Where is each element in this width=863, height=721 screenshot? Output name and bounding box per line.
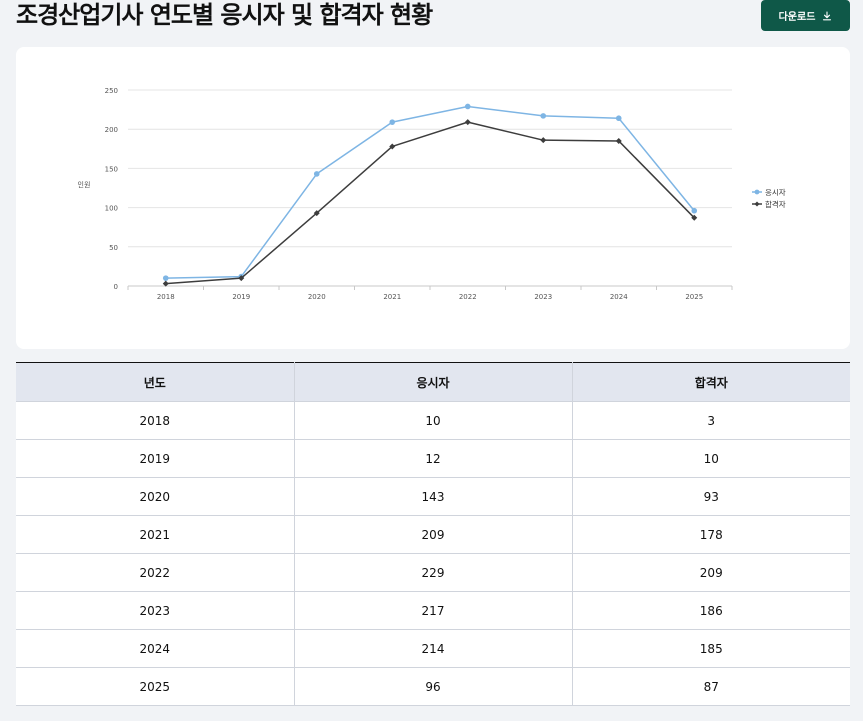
table-cell: 2018 (16, 401, 295, 440)
table-row: 2019 12 10 (16, 439, 850, 478)
x-tick-label: 2018 (157, 293, 175, 301)
data-point (691, 214, 698, 221)
table-cell: 12 (294, 439, 573, 478)
x-tick-label: 2021 (383, 293, 401, 301)
table-header-row: 년도 응시자 합격자 (16, 362, 850, 402)
x-tick-label: 2023 (534, 293, 552, 301)
table-cell: 2022 (16, 553, 295, 592)
table-cell: 87 (572, 667, 850, 706)
download-icon (823, 10, 832, 20)
y-axis-label: 인원 (78, 180, 91, 189)
data-point (389, 143, 396, 150)
table-cell: 3 (572, 401, 850, 440)
data-point (464, 119, 471, 126)
data-point (615, 137, 622, 144)
table-header-cell: 합격자 (572, 362, 850, 402)
table-cell: 10 (572, 439, 850, 478)
y-tick-label: 100 (105, 205, 118, 213)
table-header-cell: 년도 (16, 362, 295, 402)
x-tick-label: 2019 (232, 293, 250, 301)
x-tick-label: 2020 (308, 293, 326, 301)
y-tick-label: 150 (105, 165, 118, 173)
page-title: 조경산업기사 연도별 응시자 및 합격자 현황 (16, 1, 433, 29)
data-point (162, 280, 169, 287)
data-point (540, 113, 547, 119)
legend-marker (754, 201, 760, 207)
table-row: 2021 209 178 (16, 515, 850, 554)
series-line (165, 121, 695, 285)
y-tick-label: 250 (105, 87, 118, 95)
data-point (238, 275, 245, 282)
x-tick-label: 2024 (610, 293, 628, 301)
table-cell: 143 (294, 477, 573, 516)
table-cell: 186 (572, 591, 850, 630)
table-cell: 2025 (16, 667, 295, 706)
table-row: 2024 214 185 (16, 629, 850, 668)
download-button-label: 다운로드 (778, 12, 816, 23)
table-cell: 209 (294, 515, 573, 554)
legend-marker (754, 189, 760, 195)
table-cell: 96 (294, 667, 573, 706)
table-cell: 209 (572, 553, 850, 592)
table-row: 2023 217 186 (16, 591, 850, 630)
x-tick-label: 2022 (459, 293, 477, 301)
series-line (165, 105, 695, 279)
table-cell: 10 (294, 401, 573, 440)
table-cell: 2023 (16, 591, 295, 630)
table-row: 2018 10 3 (16, 401, 850, 440)
y-tick-label: 0 (114, 283, 118, 291)
data-point (313, 171, 320, 177)
download-button[interactable]: 다운로드 (761, 0, 850, 31)
chart-card: 0 50 100 150 200 250 2018 2019 2020 2021 2022 2023 2… (16, 47, 850, 349)
data-point (691, 207, 698, 214)
legend-label: 합격자 (765, 199, 786, 209)
table-row: 2022 229 209 (16, 553, 850, 592)
data-point (389, 119, 396, 125)
data-table: 년도 응시자 합격자 2018 10 3 2019 12 10 2020 143 93 2021 209… (16, 362, 850, 706)
table-cell: 2019 (16, 439, 295, 478)
table-cell: 214 (294, 629, 573, 668)
table-row: 2025 96 87 (16, 667, 850, 706)
table-cell: 93 (572, 477, 850, 516)
legend-label: 응시자 (765, 188, 786, 197)
table-cell: 217 (294, 591, 573, 630)
table-cell: 2024 (16, 629, 295, 668)
data-point (540, 137, 547, 144)
table-row: 2020 143 93 (16, 477, 850, 516)
data-point (464, 103, 471, 110)
table-header-cell: 응시자 (294, 362, 573, 402)
y-tick-label: 50 (109, 244, 118, 252)
table-cell: 178 (572, 515, 850, 554)
x-tick-label: 2025 (685, 293, 703, 301)
table-cell: 185 (572, 629, 850, 668)
table-cell: 2020 (16, 477, 295, 516)
data-point (615, 115, 622, 122)
y-tick-label: 200 (105, 126, 118, 134)
table-cell: 2021 (16, 515, 295, 554)
data-point (162, 275, 169, 281)
data-point (313, 210, 320, 217)
table-cell: 229 (294, 553, 573, 592)
line-chart: 0 50 100 150 200 250 2018 2019 2020 2021 2022 2023 2… (78, 87, 786, 301)
